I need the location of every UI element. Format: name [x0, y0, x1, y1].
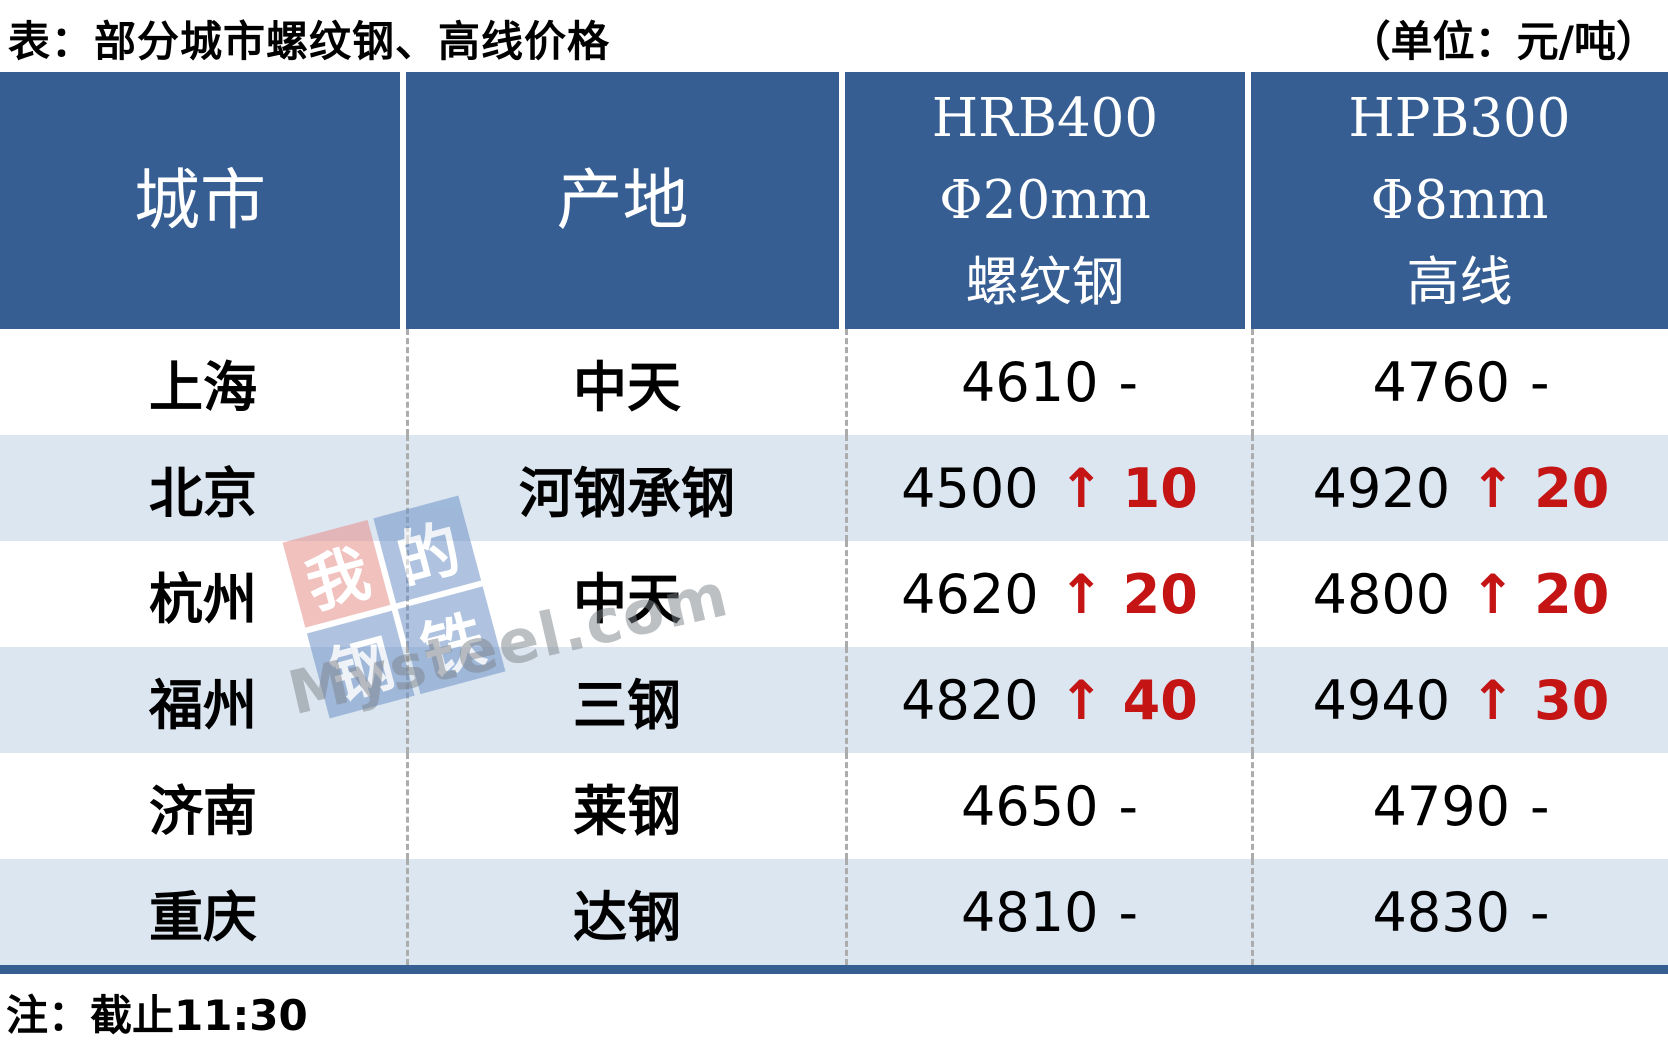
price-value: 4620 [901, 562, 1039, 626]
header-city-label: 城市 [134, 161, 266, 239]
table-row: 福州 三钢 4820 ↑ 40 4940 ↑ 30 [0, 647, 1668, 753]
origin-cell: 三钢 [406, 647, 845, 753]
table-header-row: 城市 产地 HRB400 Φ20mm 螺纹钢 HPB300 Φ8mm 高线 [0, 72, 1668, 329]
price-value: 4610 [961, 350, 1099, 414]
header-hrb400: HRB400 Φ20mm 螺纹钢 [845, 72, 1251, 329]
header-hpb300-product: 高线 [1406, 251, 1513, 313]
price-change: - [1118, 350, 1138, 414]
price-value: 4940 [1312, 668, 1451, 732]
unit-label: （单位：元/吨） [1348, 17, 1658, 66]
table-row: 济南 莱钢 4650- 4790- [0, 753, 1668, 859]
origin-cell: 中天 [406, 329, 845, 435]
price-value: 4790 [1372, 774, 1510, 838]
price-change: - [1529, 774, 1550, 838]
hpb300-cell: 4830- [1251, 859, 1668, 965]
hpb300-cell: 4760- [1251, 329, 1668, 435]
price-value: 4500 [901, 456, 1039, 520]
price-value: 4920 [1312, 456, 1451, 520]
hpb300-cell: 4800 ↑ 20 [1251, 541, 1668, 647]
city-cell: 重庆 [149, 885, 257, 949]
price-value: 4650 [961, 774, 1099, 838]
city-cell: 杭州 [149, 567, 257, 631]
price-change: ↑ 30 [1470, 668, 1610, 732]
table-row: 杭州 中天 4620 ↑ 20 4800 ↑ 20 [0, 541, 1668, 647]
city-cell: 北京 [149, 461, 257, 525]
footnote: 注：截止11:30 [6, 991, 308, 1040]
header-hpb300: HPB300 Φ8mm 高线 [1251, 72, 1668, 329]
hrb400-cell: 4650- [845, 753, 1251, 859]
header-hpb300-diameter: Φ8mm [1370, 169, 1549, 231]
header-hrb400-grade: HRB400 [931, 87, 1159, 149]
price-change: ↑ 20 [1470, 562, 1610, 626]
caption-row: 表：部分城市螺纹钢、高线价格 （单位：元/吨） [0, 6, 1668, 66]
price-change: - [1529, 880, 1550, 944]
city-cell: 上海 [149, 355, 257, 419]
hpb300-cell: 4790- [1251, 753, 1668, 859]
hrb400-cell: 4620 ↑ 20 [845, 541, 1251, 647]
price-change: ↑ 20 [1470, 456, 1610, 520]
hrb400-cell: 4820 ↑ 40 [845, 647, 1251, 753]
hpb300-cell: 4920 ↑ 20 [1251, 435, 1668, 541]
price-value: 4820 [901, 668, 1039, 732]
hrb400-cell: 4810- [845, 859, 1251, 965]
hrb400-cell: 4500 ↑ 10 [845, 435, 1251, 541]
price-change: ↑ 20 [1058, 562, 1198, 626]
table-body: 上海 中天 4610- 4760- 北京 河钢承钢 4500 ↑ 10 4920 ↑… [0, 329, 1668, 965]
header-hrb400-product: 螺纹钢 [965, 251, 1125, 313]
origin-cell: 莱钢 [406, 753, 845, 859]
price-change: ↑ 10 [1058, 456, 1198, 520]
origin-cell: 达钢 [406, 859, 845, 965]
hpb300-cell: 4940 ↑ 30 [1251, 647, 1668, 753]
city-cell: 福州 [149, 673, 257, 737]
header-city: 城市 [0, 72, 406, 329]
table-row: 重庆 达钢 4810- 4830- [0, 859, 1668, 965]
table-title: 表：部分城市螺纹钢、高线价格 [8, 17, 611, 66]
table-row: 上海 中天 4610- 4760- [0, 329, 1668, 435]
price-value: 4760 [1372, 350, 1510, 414]
city-cell: 济南 [149, 779, 257, 843]
origin-cell: 河钢承钢 [406, 435, 845, 541]
header-origin-label: 产地 [556, 161, 689, 239]
price-change: - [1118, 774, 1138, 838]
table-row: 北京 河钢承钢 4500 ↑ 10 4920 ↑ 20 [0, 435, 1668, 541]
price-change: - [1118, 880, 1138, 944]
hrb400-cell: 4610- [845, 329, 1251, 435]
price-change: ↑ 40 [1058, 668, 1198, 732]
price-value: 4810 [961, 880, 1099, 944]
header-hpb300-grade: HPB300 [1348, 87, 1571, 149]
header-hrb400-diameter: Φ20mm [939, 169, 1151, 231]
price-value: 4800 [1312, 562, 1451, 626]
steel-price-table: 城市 产地 HRB400 Φ20mm 螺纹钢 HPB300 Φ8mm 高线 上海… [0, 72, 1668, 974]
header-origin: 产地 [406, 72, 845, 329]
price-value: 4830 [1372, 880, 1510, 944]
price-change: - [1529, 350, 1550, 414]
origin-cell: 中天 [406, 541, 845, 647]
